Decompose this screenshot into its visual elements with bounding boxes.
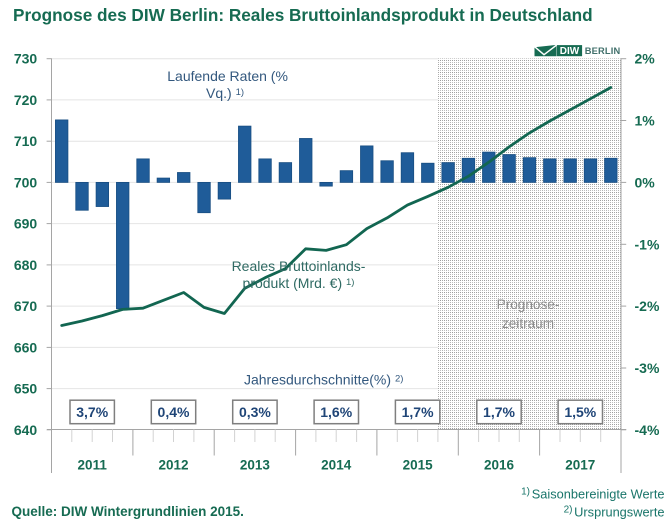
svg-text:zeitraum: zeitraum [502, 316, 554, 331]
svg-text:Laufende Raten (%: Laufende Raten (% [167, 68, 288, 84]
svg-text:650: 650 [14, 381, 38, 397]
svg-text:1,7%: 1,7% [402, 404, 434, 420]
svg-text:660: 660 [14, 339, 38, 355]
svg-text:0,3%: 0,3% [239, 404, 271, 420]
svg-text:0,4%: 0,4% [158, 404, 190, 420]
svg-text:2017: 2017 [565, 458, 595, 473]
svg-text:-3%: -3% [635, 360, 660, 376]
svg-text:-2%: -2% [635, 298, 660, 314]
svg-text:2015: 2015 [403, 458, 434, 473]
svg-text:2014: 2014 [321, 458, 352, 473]
svg-text:2%: 2% [635, 51, 656, 67]
svg-text:1,6%: 1,6% [320, 404, 352, 420]
svg-text:-4%: -4% [635, 422, 660, 438]
svg-text:Quelle: DIW Wintergrundlinien: Quelle: DIW Wintergrundlinien 2015. [12, 504, 244, 519]
svg-text:690: 690 [14, 216, 38, 232]
svg-text:3,7%: 3,7% [76, 404, 108, 420]
svg-text:Reales Bruttoinlands-: Reales Bruttoinlands- [232, 258, 366, 274]
svg-text:640: 640 [14, 422, 38, 438]
svg-text:Jahresdurchschnitte(%) 2): Jahresdurchschnitte(%) 2) [244, 372, 403, 388]
svg-text:-1%: -1% [635, 236, 660, 252]
svg-text:670: 670 [14, 298, 38, 314]
svg-text:produkt (Mrd. €) 1): produkt (Mrd. €) 1) [243, 275, 355, 291]
svg-text:2016: 2016 [484, 458, 515, 473]
svg-text:DIW: DIW [560, 46, 580, 57]
svg-text:680: 680 [14, 257, 38, 273]
svg-text:2013: 2013 [240, 458, 271, 473]
svg-text:2011: 2011 [78, 458, 108, 473]
svg-text:Prognose-: Prognose- [497, 297, 560, 312]
svg-text:1) Saisonbereinigte Werte: 1) Saisonbereinigte Werte [521, 487, 664, 502]
svg-text:710: 710 [14, 133, 38, 149]
svg-text:BERLIN: BERLIN [585, 46, 621, 56]
svg-text:Vq.) 1): Vq.) 1) [206, 85, 244, 101]
svg-text:0%: 0% [635, 174, 656, 190]
svg-text:Prognose des DIW Berlin: Reale: Prognose des DIW Berlin: Reales Bruttoin… [13, 5, 593, 25]
svg-text:720: 720 [14, 92, 38, 108]
svg-text:730: 730 [14, 51, 38, 67]
svg-text:700: 700 [14, 174, 38, 190]
svg-text:2012: 2012 [158, 458, 188, 473]
svg-text:1,5%: 1,5% [564, 404, 596, 420]
svg-text:1,7%: 1,7% [483, 404, 515, 420]
svg-text:1%: 1% [635, 113, 656, 129]
svg-text:2) Ursprungswerte: 2) Ursprungswerte [564, 505, 665, 520]
